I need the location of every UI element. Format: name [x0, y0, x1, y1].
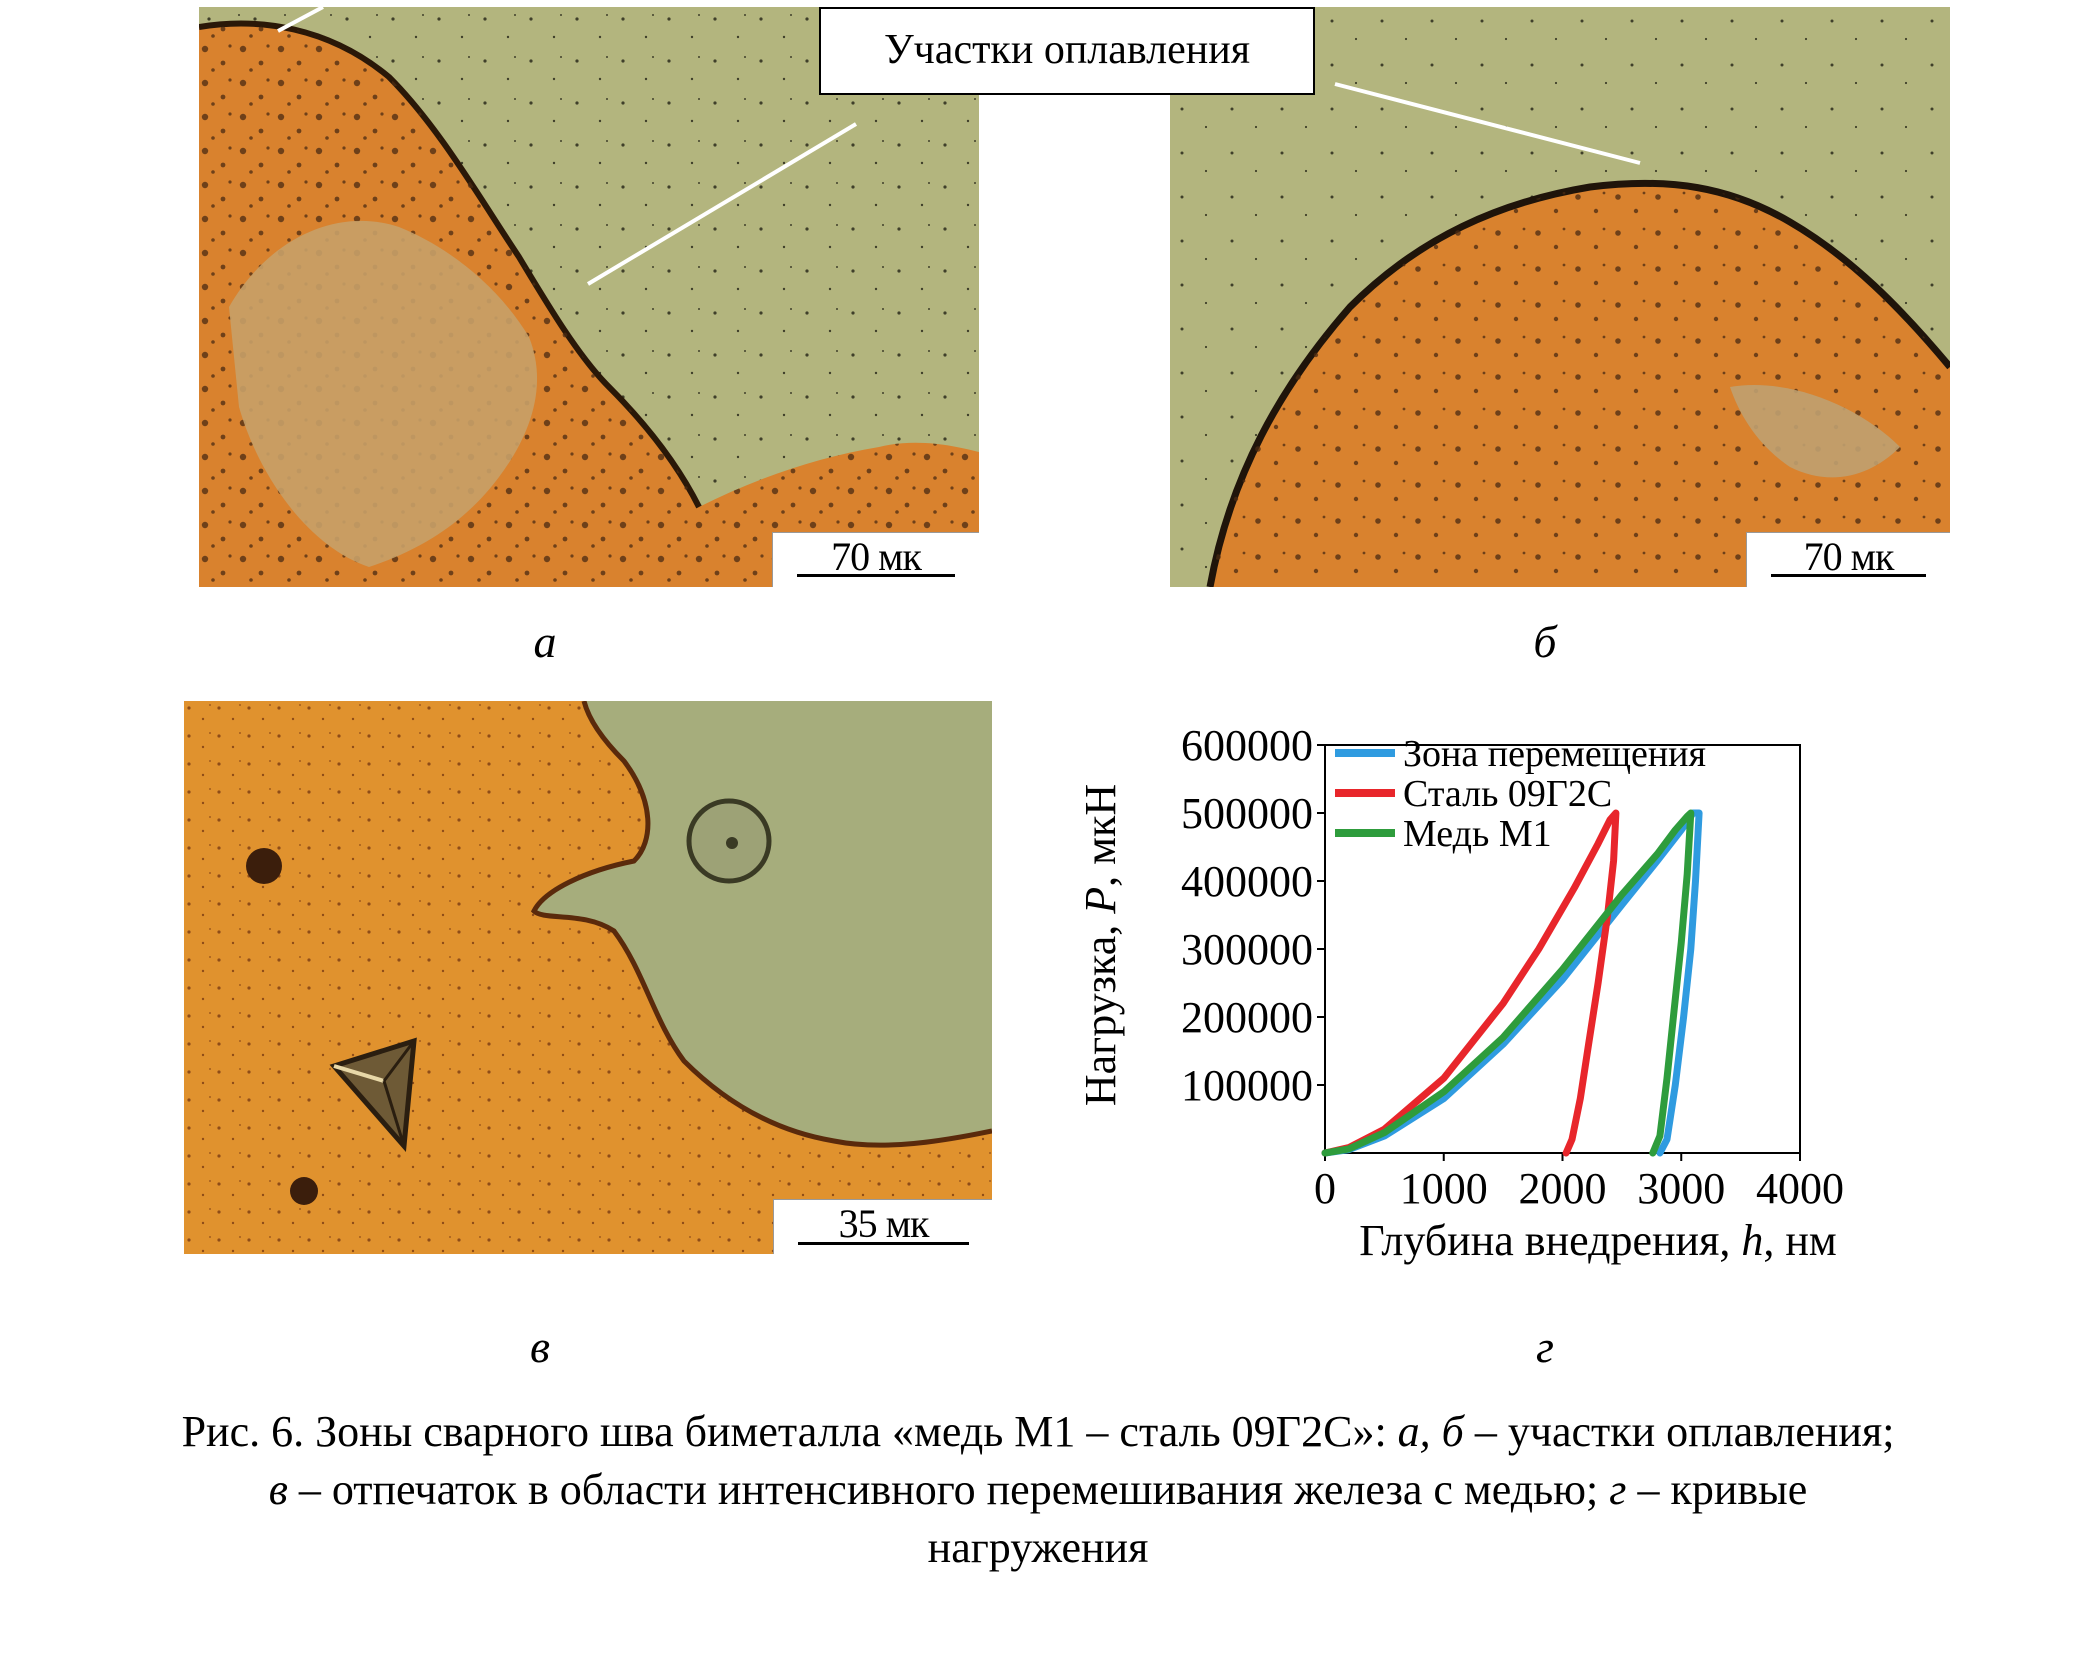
y-tick-label: 400000: [1181, 857, 1313, 906]
sublabel-b: б: [1533, 616, 1557, 667]
caption-text: – участки оплавления;: [1463, 1407, 1895, 1456]
series-line-3: [1321, 809, 1695, 1157]
caption-line-1: Рис. 6. Зоны сварного шва биметалла «мед…: [40, 1403, 2036, 1461]
caption-ref-a: а,: [1397, 1407, 1431, 1456]
caption-text: Рис. 6. Зоны сварного шва биметалла «мед…: [181, 1407, 1398, 1456]
callout-melting-zones: Участки оплавления: [819, 7, 1315, 95]
scalebar-a: 70 мк: [772, 532, 979, 587]
scalebar-b-line: [1771, 574, 1926, 577]
caption-ref-v: в: [268, 1465, 288, 1514]
scalebar-v-line: [798, 1242, 969, 1245]
caption-ref-g: г: [1609, 1465, 1627, 1514]
y-tick-label: 300000: [1181, 925, 1313, 974]
x-tick-label: 1000: [1400, 1164, 1488, 1213]
x-tick-label: 4000: [1756, 1164, 1844, 1213]
chart-axes: 0 1000 2000 3000 4000 100000 200000 300000 40000…: [1181, 721, 1844, 1213]
y-tick-label: 100000: [1181, 1061, 1313, 1110]
y-tick-label: 200000: [1181, 993, 1313, 1042]
sublabel-a: а: [533, 616, 557, 667]
scalebar-a-label: 70 мк: [831, 534, 922, 579]
caption-text: – кривые: [1626, 1465, 1808, 1514]
scalebar-v: 35 мк: [773, 1199, 992, 1254]
scalebar-b-label: 70 мк: [1803, 534, 1895, 579]
caption-line-3: нагружения: [927, 1523, 1149, 1572]
x-tick-label: 0: [1314, 1164, 1336, 1213]
scalebar-a-line: [797, 574, 955, 577]
micrograph-v: 35 мк: [184, 701, 992, 1254]
caption-text: – отпечаток в области интенсивного перем…: [287, 1465, 1610, 1514]
scalebar-b: 70 мк: [1746, 532, 1950, 587]
micrograph-a-image: [199, 7, 979, 587]
scalebar-v-label: 35 мк: [838, 1201, 930, 1246]
chart-ylabel: Нагрузка, P, мкН: [1076, 784, 1125, 1106]
loading-curves-chart: 0 1000 2000 3000 4000 100000 200000 300000 40000…: [1076, 721, 1844, 1265]
legend-label-1: Зона перемещения: [1403, 733, 1706, 775]
x-tick-label: 2000: [1519, 1164, 1607, 1213]
y-tick-label: 500000: [1181, 789, 1313, 838]
y-tick-label: 600000: [1181, 721, 1313, 770]
micrograph-a: 70 мк: [199, 7, 979, 587]
micrograph-v-image: [184, 701, 992, 1254]
chart-xlabel: Глубина внедрения, h, нм: [1359, 1216, 1836, 1265]
legend-label-3: Медь М1: [1403, 813, 1552, 855]
chart-series: [1321, 809, 1703, 1157]
legend-label-2: Сталь 09Г2С: [1403, 773, 1612, 815]
caption-line-2: в – отпечаток в области интенсивного пер…: [40, 1461, 2036, 1519]
caption-ref-b: б: [1441, 1407, 1464, 1456]
sublabel-g: г: [1536, 1321, 1554, 1372]
series-line-1: [1321, 809, 1703, 1157]
series-line-2: [1321, 809, 1620, 1157]
x-tick-label: 3000: [1637, 1164, 1725, 1213]
sublabel-v: в: [530, 1321, 550, 1372]
figure-caption: Рис. 6. Зоны сварного шва биметалла «мед…: [40, 1403, 2036, 1577]
